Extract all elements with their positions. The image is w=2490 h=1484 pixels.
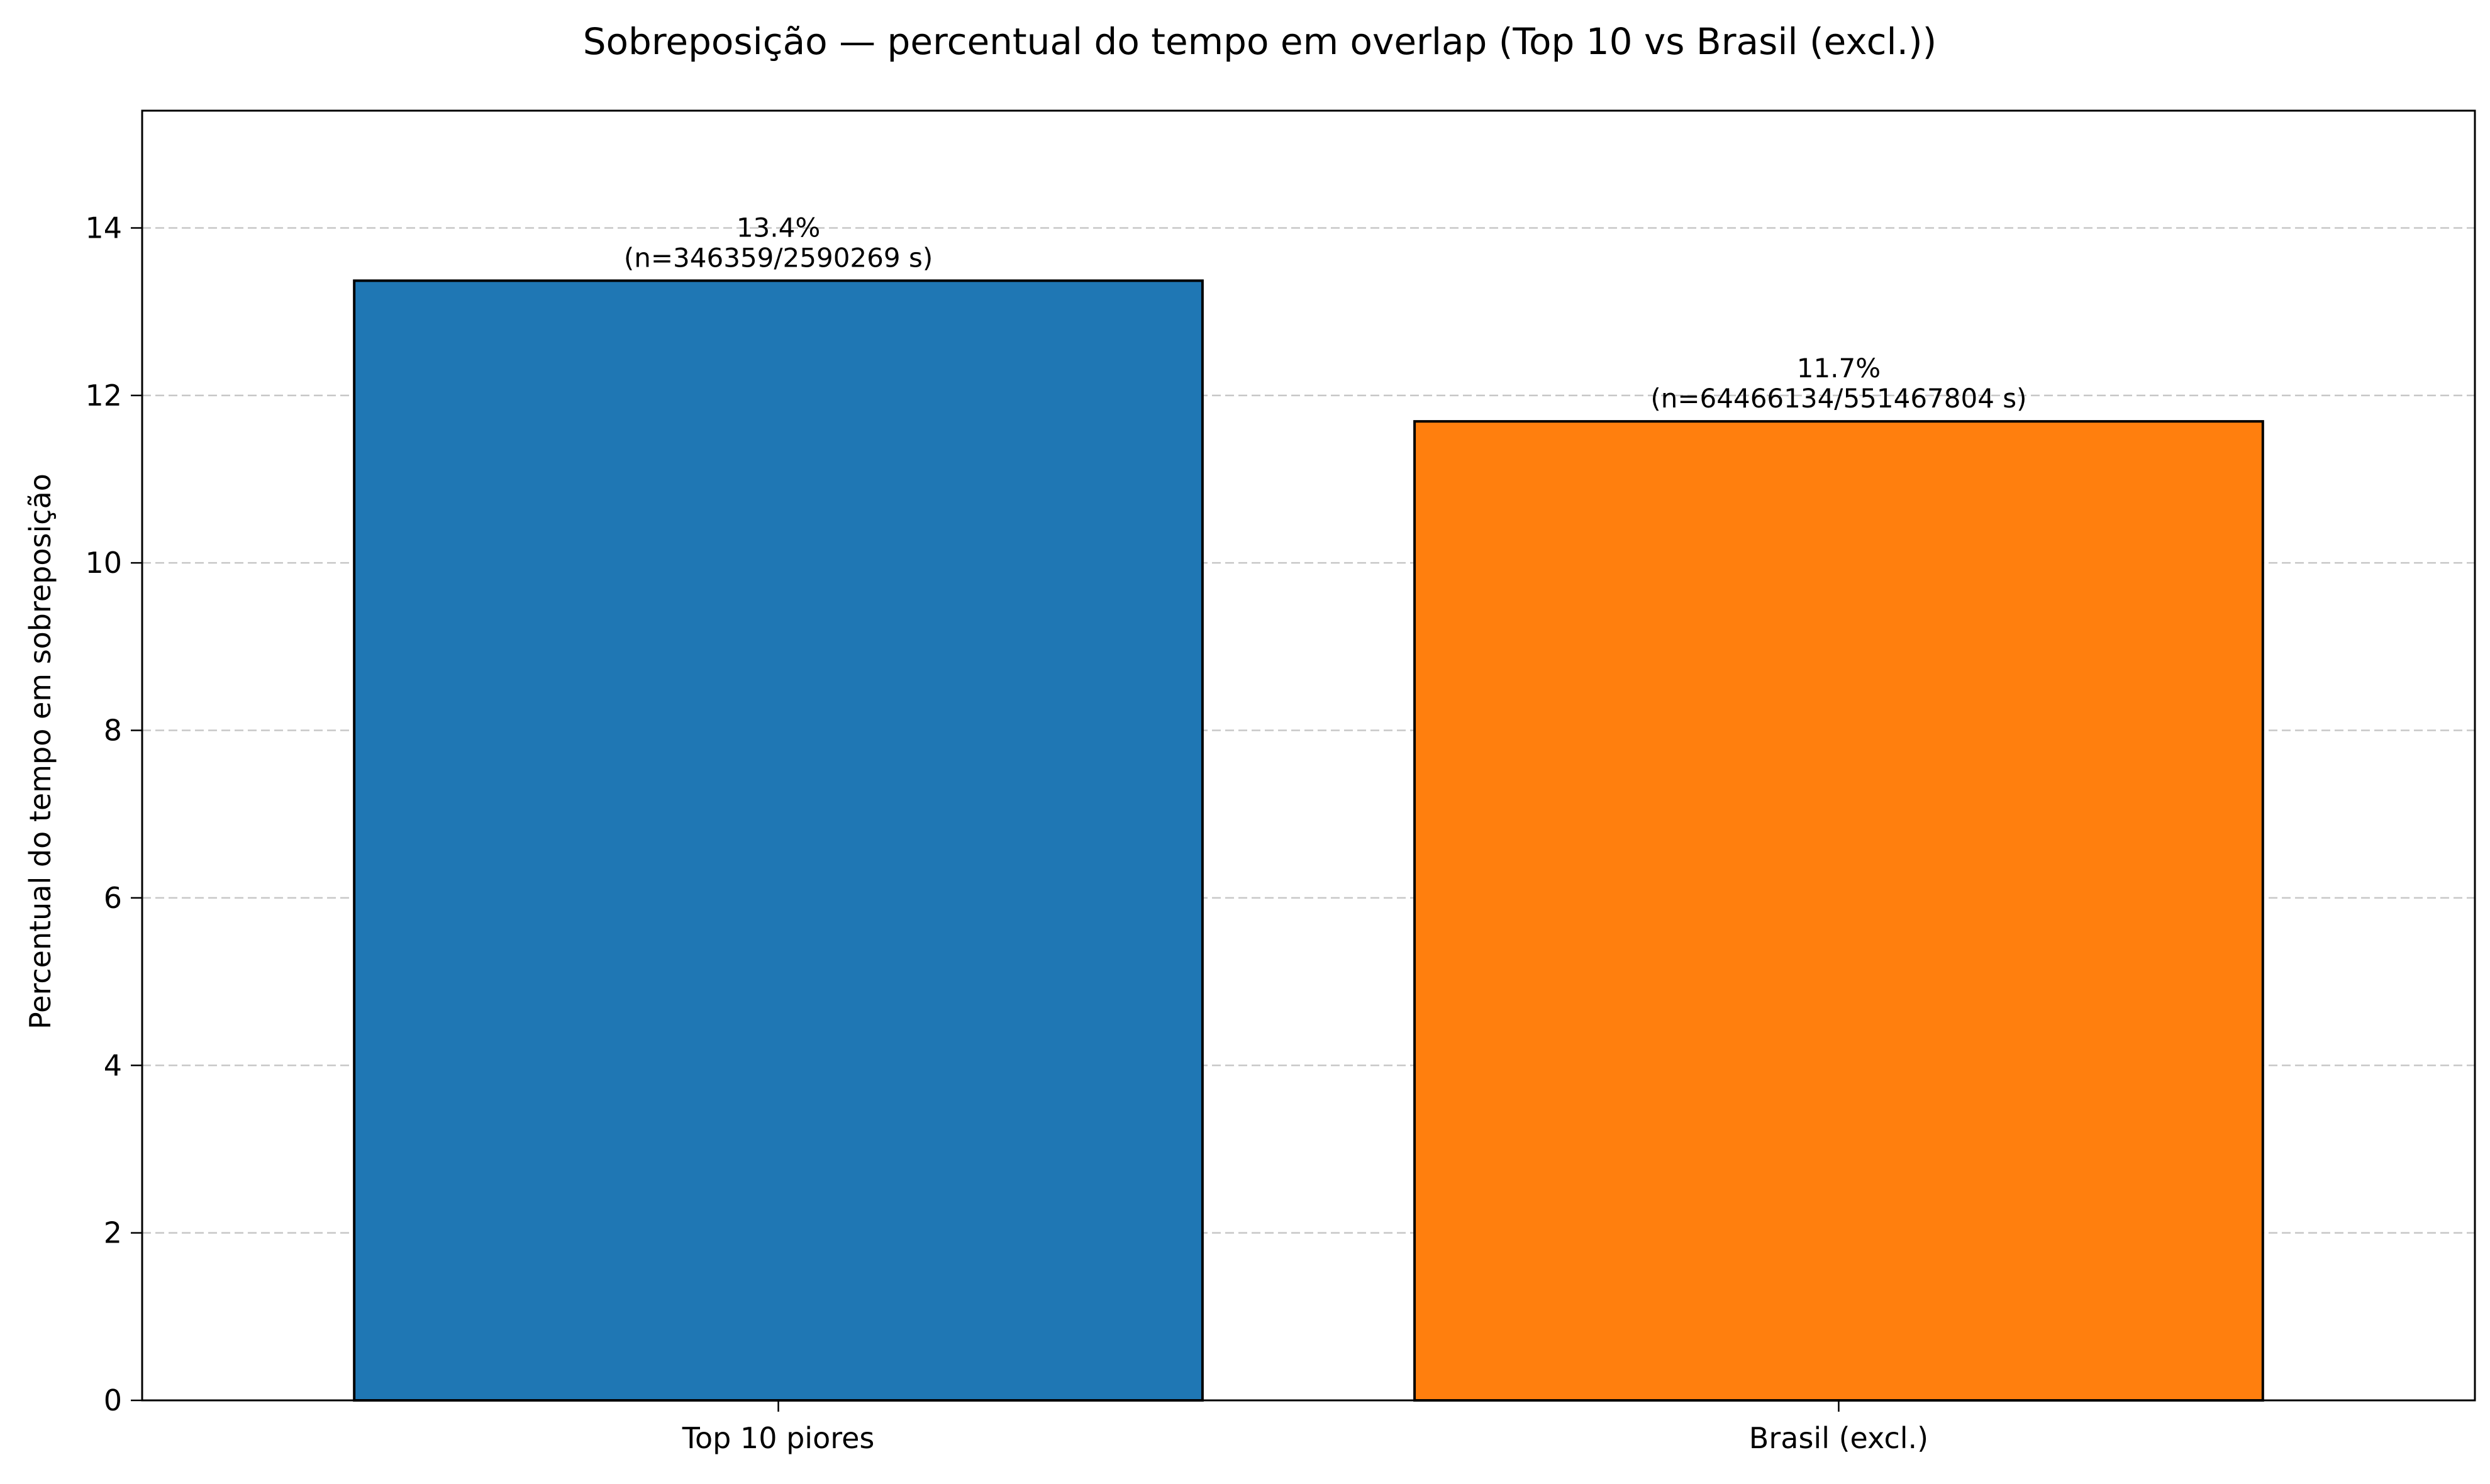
plot-frame bbox=[141, 109, 2476, 1402]
data-label-count: (n=346359/2590269 s) bbox=[624, 242, 933, 273]
bars bbox=[353, 279, 2264, 1402]
data-label-count: (n=64466134/551467804 s) bbox=[1650, 383, 2026, 414]
data-label-percent: 11.7% bbox=[1797, 353, 1881, 384]
bar bbox=[353, 279, 1204, 1402]
x-tick-label: Top 10 piores bbox=[682, 1421, 875, 1455]
y-tick-label: 2 bbox=[104, 1216, 122, 1250]
axes: 0 2 4 6 8 10 12 14 Top 10 piores Brasil (excl.) bbox=[85, 109, 2476, 1455]
y-tick-label: 12 bbox=[85, 379, 122, 413]
x-tick-label: Brasil (excl.) bbox=[1749, 1421, 1928, 1455]
bar bbox=[1413, 420, 2264, 1402]
data-label-percent: 13.4% bbox=[736, 212, 820, 243]
data-labels: 13.4%(n=346359/2590269 s) 11.7%(n=6446613… bbox=[624, 212, 2027, 414]
y-tick-label: 14 bbox=[85, 211, 122, 245]
y-tick-label: 4 bbox=[104, 1048, 122, 1082]
y-tick-label: 0 bbox=[104, 1383, 122, 1417]
chart-title: Sobreposição — percentual do tempo em ov… bbox=[583, 20, 1937, 63]
y-tick-label: 6 bbox=[104, 881, 122, 915]
y-axis-label: Percentual do tempo em sobreposição bbox=[23, 473, 57, 1029]
y-tick-label: 8 bbox=[104, 714, 122, 748]
y-tick-label: 10 bbox=[85, 546, 122, 580]
